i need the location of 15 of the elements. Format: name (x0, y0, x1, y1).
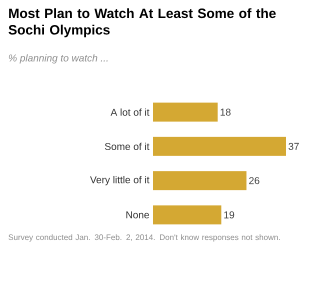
bar (153, 171, 246, 190)
y-tick-label: A lot of it (110, 108, 150, 116)
chart-title: Most Plan to Watch At Least Some of the Sochi Olympics (8, 8, 276, 38)
text: % planning to watch ... (8, 54, 108, 64)
y-tick-label: Very little of it (90, 176, 150, 186)
data-label: 19 (224, 211, 234, 218)
data-label: 18 (220, 108, 231, 116)
data-label: 37 (288, 142, 299, 150)
data-label: 26 (249, 177, 260, 184)
bar (153, 136, 286, 156)
bar (153, 205, 222, 224)
text: Survey conducted Jan. 30-Feb. 2, 2014. Don't know responses not shown. (8, 234, 280, 242)
y-tick-label: Some of it (104, 142, 150, 150)
bar (153, 102, 218, 122)
y-tick-label: None (126, 211, 150, 218)
